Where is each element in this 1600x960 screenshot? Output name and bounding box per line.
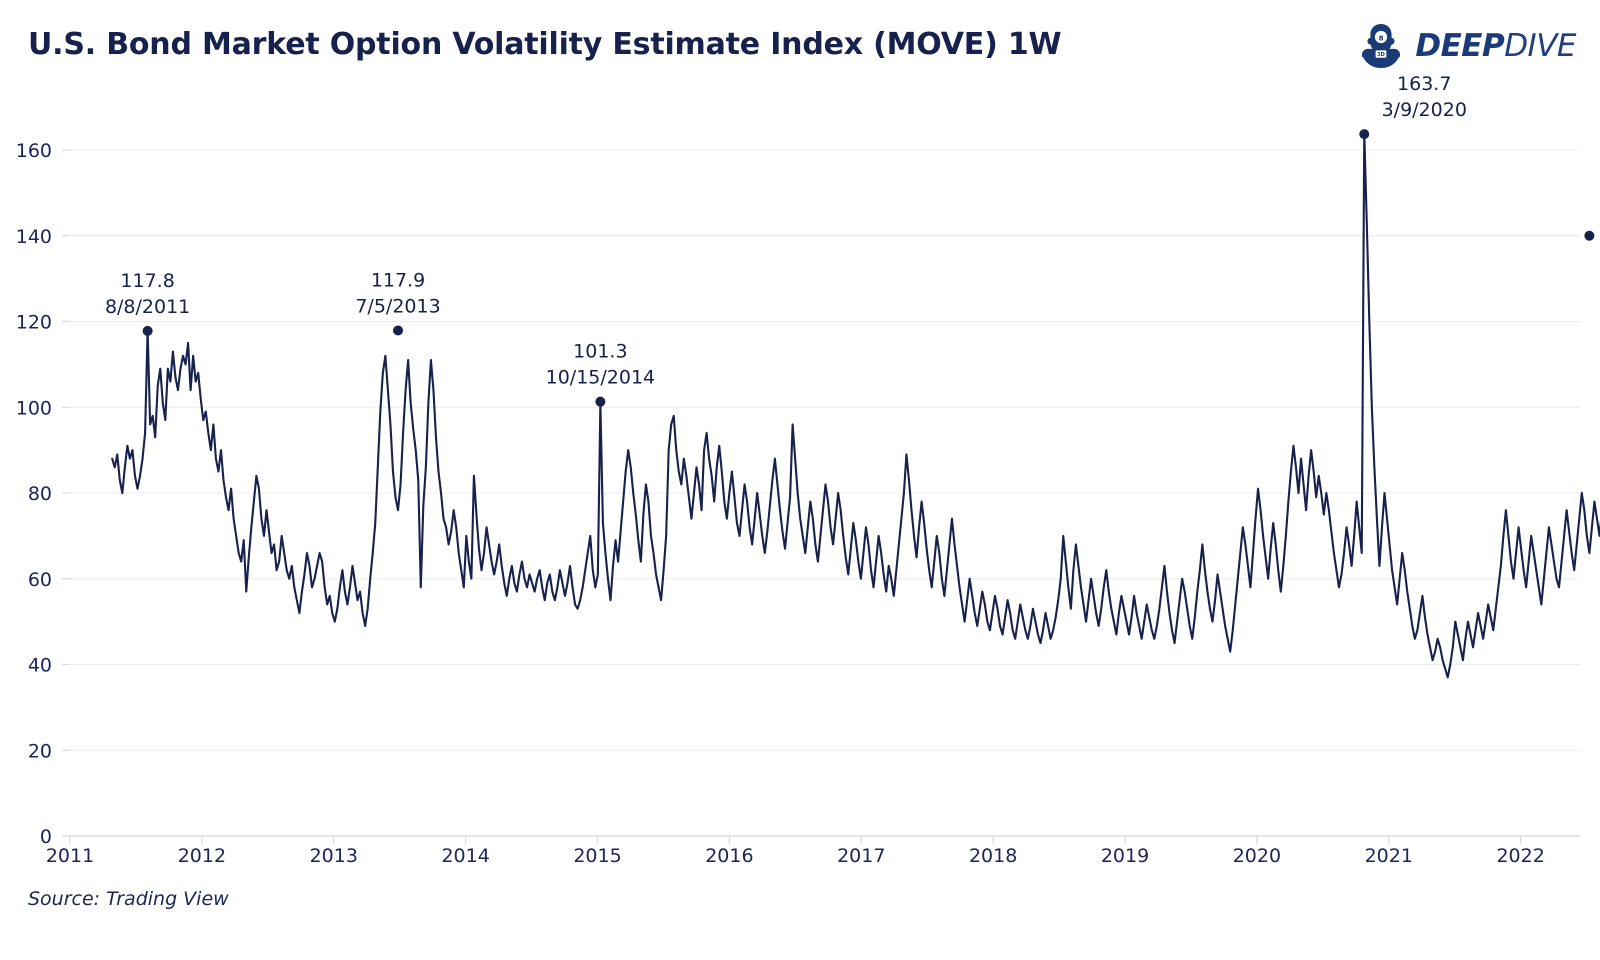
- peak-annotation-date: 10/15/2014: [546, 367, 656, 389]
- peak-marker-dot: [393, 325, 404, 336]
- x-axis-tick-label: 2018: [969, 845, 1017, 867]
- x-axis-tick-label: 2017: [837, 845, 885, 867]
- y-axis-tick-label: 0: [40, 826, 52, 848]
- y-axis-tick-label: 120: [16, 312, 52, 334]
- peak-annotation-value: 101.3: [573, 341, 627, 363]
- svg-text:8: 8: [1379, 34, 1384, 42]
- page-header: U.S. Bond Market Option Volatility Estim…: [0, 0, 1600, 90]
- x-axis-tick-label: 2014: [441, 845, 489, 867]
- peak-annotation-value: 117.8: [120, 270, 174, 292]
- series-line-move: [111, 131, 1600, 679]
- y-axis-tick-label: 140: [16, 226, 52, 248]
- peak-marker-dot: [1584, 230, 1595, 241]
- peak-marker-dot: [595, 396, 606, 407]
- page-title: U.S. Bond Market Option Volatility Estim…: [28, 27, 1062, 62]
- x-axis-tick-label: 2015: [573, 845, 621, 867]
- source-note: Source: Trading View: [28, 888, 229, 910]
- x-axis-tick-label: 2022: [1496, 845, 1544, 867]
- brand-word-deep: DEEP: [1415, 27, 1505, 64]
- x-axis-tick-label: 2013: [310, 845, 358, 867]
- peak-annotation-date: 8/8/2011: [105, 296, 190, 318]
- y-axis-tick-label: 160: [16, 140, 52, 162]
- x-axis-tick-label: 2021: [1365, 845, 1413, 867]
- x-axis-tick-label: 2012: [178, 845, 226, 867]
- peak-annotation-value: 117.9: [371, 270, 425, 292]
- brand-wordmark: DEEPDIVE: [1415, 27, 1576, 64]
- peak-annotation-value: 163.7: [1397, 73, 1451, 95]
- peak-marker-dot: [142, 325, 153, 336]
- diving-helmet-icon: 8 3D: [1362, 24, 1401, 68]
- y-axis-tick-label: 80: [28, 483, 52, 505]
- x-axis-ticks: 2011 2012 2013 2014 2015 2016 2017 2018 2019 2020…: [46, 836, 1545, 867]
- peak-annotation-date: 3/9/2020: [1382, 99, 1467, 121]
- svg-text:3D: 3D: [1378, 52, 1386, 58]
- x-axis-tick-label: 2020: [1233, 845, 1281, 867]
- x-axis-tick-label: 2019: [1101, 845, 1149, 867]
- x-axis-tick-label: 2011: [46, 845, 94, 867]
- y-axis-ticks: 0 20 40 60 80 100 120 140 160: [16, 140, 70, 848]
- y-axis-tick-label: 20: [28, 740, 52, 762]
- brand-word-dive: DIVE: [1504, 27, 1576, 64]
- peak-annotation-date: 7/5/2013: [355, 296, 440, 318]
- y-axis-tick-label: 40: [28, 655, 52, 677]
- y-axis-tick-label: 100: [16, 397, 52, 419]
- peak-marker-dot: [1359, 129, 1370, 140]
- peak-annotations: 117.8 8/8/2011 117.9 7/5/2013 101.3 10/15/201…: [105, 73, 1595, 407]
- x-axis-tick-label: 2016: [705, 845, 753, 867]
- brand-logo: 8 3D DEEPDIVE: [1359, 22, 1576, 70]
- y-axis-tick-label: 60: [28, 569, 52, 591]
